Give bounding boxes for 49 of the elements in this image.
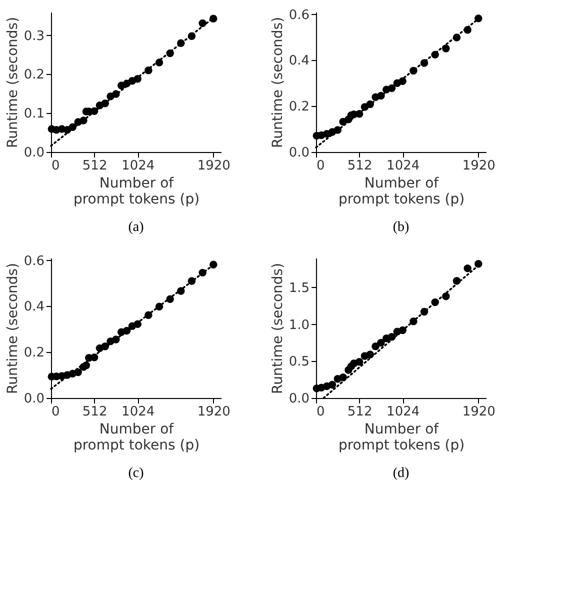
x-tick-label: 1024 xyxy=(122,404,155,420)
y-tick-label: 1.0 xyxy=(288,318,310,333)
text: (b) xyxy=(392,220,410,235)
y-tick-label: 0.2 xyxy=(24,346,44,361)
x-tick-label: 1920 xyxy=(462,404,496,420)
point xyxy=(355,358,364,366)
y-tick-label: 1.5 xyxy=(288,280,310,296)
x-tick-label: 0 xyxy=(52,158,60,174)
y-tick-label: 0.4 xyxy=(24,300,44,315)
point xyxy=(377,338,385,347)
text: (c) xyxy=(128,466,144,481)
x-tick-label: 512 xyxy=(347,158,372,174)
y-tick-label: 0.1 xyxy=(24,106,44,122)
x-axis-title: Number of prompt tokens (p) xyxy=(73,176,200,208)
y-axis-title: Runtime (seconds) xyxy=(4,262,21,394)
y-axis-title: Runtime (seconds) xyxy=(270,16,286,148)
point xyxy=(372,342,380,350)
text: (a) xyxy=(128,220,144,235)
y-axis-title: Runtime (seconds) xyxy=(4,16,21,148)
x-tick-label: 0 xyxy=(316,404,325,420)
x-axis-title: Number of prompt tokens (p) xyxy=(73,422,200,454)
x-tick-label: 1920 xyxy=(462,158,496,174)
x-axis-title: Number of prompt tokens (p) xyxy=(338,422,465,454)
text: (d) xyxy=(392,466,410,481)
y-tick-label: 0.0 xyxy=(24,146,44,160)
y-tick-label: 0.6 xyxy=(24,254,44,269)
x-tick-label: 1024 xyxy=(386,404,420,420)
x-tick-label: 512 xyxy=(82,404,108,420)
x-tick-label: 1024 xyxy=(386,158,420,174)
point xyxy=(464,264,472,272)
y-tick-label: 0.4 xyxy=(288,54,310,69)
x-tick-label: 512 xyxy=(82,158,108,174)
y-tick-label: 0.0 xyxy=(288,392,310,406)
y-tick-label: 0.2 xyxy=(288,100,310,115)
x-tick-label: 512 xyxy=(347,404,372,420)
x-axis-title: Number of prompt tokens (p) xyxy=(338,176,465,208)
y-tick-label: 0.0 xyxy=(24,392,44,406)
y-tick-label: 0.0 xyxy=(288,146,310,160)
y-axis-title: Runtime (seconds) xyxy=(270,262,286,394)
x-tick-label: 0 xyxy=(316,158,325,174)
x-tick-label: 1920 xyxy=(197,158,230,174)
y-tick-label: 0.5 xyxy=(288,354,310,370)
y-tick-label: 0.6 xyxy=(288,8,310,23)
y-tick-label: 0.3 xyxy=(24,28,44,44)
x-tick-label: 1024 xyxy=(122,158,155,174)
x-tick-label: 0 xyxy=(52,404,60,420)
y-tick-label: 0.2 xyxy=(24,68,44,83)
x-tick-label: 1920 xyxy=(197,404,230,420)
point xyxy=(328,380,336,389)
